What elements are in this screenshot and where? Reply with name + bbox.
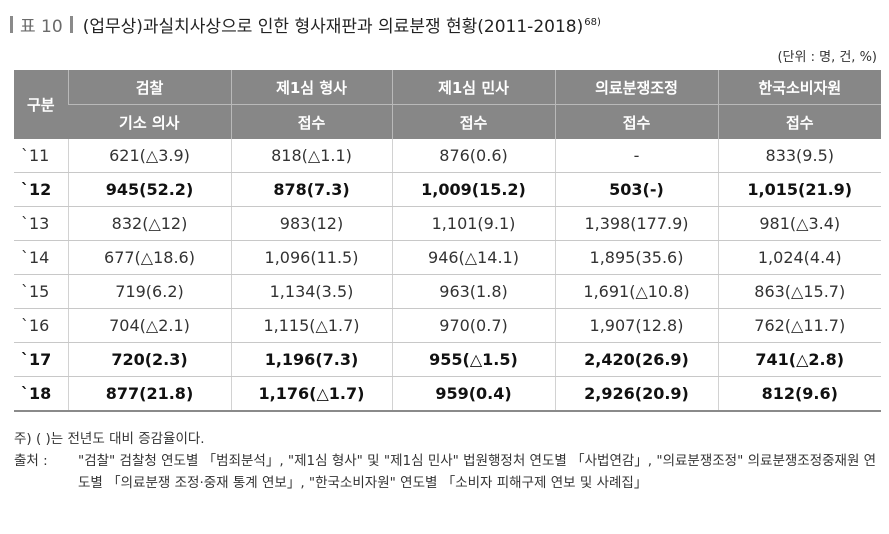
table-number-tag: 표 10 (10, 12, 73, 37)
prosecution-cell: 720(2.3) (67, 342, 231, 377)
table-body: `11 621(△3.9) 818(△1.1) 876(0.6) - 833(9… (14, 139, 881, 412)
civil-trial-cell: 876(0.6) (391, 139, 555, 173)
header-group-mediation: 의료분쟁조정 (554, 70, 718, 105)
mediation-cell: 503(-) (554, 172, 718, 207)
prosecution-cell: 677(△18.6) (67, 240, 231, 275)
table-row: `16 704(△2.1) 1,115(△1.7) 970(0.7) 1,907… (14, 308, 881, 343)
prosecution-cell: 719(6.2) (67, 274, 231, 309)
table-row: `14 677(△18.6) 1,096(11.5) 946(△14.1) 1,… (14, 240, 881, 275)
title-footnote-mark: 68) (584, 16, 601, 28)
table-row: `18 877(21.8) 1,176(△1.7) 959(0.4) 2,926… (14, 376, 881, 412)
source-text: "검찰" 검찰청 연도별 「범죄분석」, "제1심 형사" 및 "제1심 민사"… (78, 453, 877, 491)
header-group-criminal-trial: 제1심 형사 (230, 70, 392, 105)
year-cell: `16 (14, 308, 68, 343)
header-group-consumer-agency: 한국소비자원 (717, 70, 881, 105)
consumer-agency-cell: 741(△2.8) (717, 342, 881, 377)
criminal-trial-cell: 983(12) (230, 206, 392, 241)
table-title: 표 10 (업무상)과실치사상으로 인한 형사재판과 의료분쟁 현황(2011-… (10, 10, 601, 38)
unit-label: (단위 : 명, 건, %) (777, 50, 877, 65)
year-cell: `14 (14, 240, 68, 275)
header-group-civil-trial: 제1심 민사 (391, 70, 555, 105)
tag-bar-right (69, 15, 73, 33)
mediation-cell: 1,907(12.8) (554, 308, 718, 343)
year-cell: `13 (14, 206, 68, 241)
prosecution-cell: 704(△2.1) (67, 308, 231, 343)
table-row: `15 719(6.2) 1,134(3.5) 963(1.8) 1,691(△… (14, 274, 881, 309)
mediation-cell: 1,398(177.9) (554, 206, 718, 241)
prosecution-cell: 832(△12) (67, 206, 231, 241)
subheader-consumer-agency: 접수 (717, 104, 881, 139)
criminal-trial-cell: 1,115(△1.7) (230, 308, 392, 343)
prosecution-cell: 877(21.8) (67, 376, 231, 412)
table-row: `17 720(2.3) 1,196(7.3) 955(△1.5) 2,420(… (14, 342, 881, 377)
source-line: 출처 : "검찰" 검찰청 연도별 「범죄분석」, "제1심 형사" 및 "제1… (14, 450, 882, 494)
note-line: 주) ( )는 전년도 대비 증감율이다. (14, 428, 882, 450)
year-cell: `11 (14, 139, 68, 173)
table-header: 구분 검찰 제1심 형사 제1심 민사 의료분쟁조정 한국소비자원 기소 의사 … (14, 70, 881, 139)
civil-trial-cell: 1,009(15.2) (391, 172, 555, 207)
criminal-trial-cell: 818(△1.1) (230, 139, 392, 173)
civil-trial-cell: 955(△1.5) (391, 342, 555, 377)
header-row-groups: 구분 검찰 제1심 형사 제1심 민사 의료분쟁조정 한국소비자원 (14, 70, 881, 139)
consumer-agency-cell: 863(△15.7) (717, 274, 881, 309)
year-cell: `15 (14, 274, 68, 309)
title-text: (업무상)과실치사상으로 인한 형사재판과 의료분쟁 현황(2011-2018) (82, 16, 584, 37)
tag-bar-left (10, 15, 13, 33)
table-notes: 주) ( )는 전년도 대비 증감율이다. 출처 : "검찰" 검찰청 연도별 … (14, 428, 882, 494)
criminal-trial-cell: 1,096(11.5) (230, 240, 392, 275)
mediation-cell: 1,895(35.6) (554, 240, 718, 275)
civil-trial-cell: 946(△14.1) (391, 240, 555, 275)
consumer-agency-cell: 812(9.6) (717, 376, 881, 412)
subheader-criminal-trial: 접수 (230, 104, 392, 139)
civil-trial-cell: 970(0.7) (391, 308, 555, 343)
source-label: 출처 : (14, 453, 48, 469)
civil-trial-cell: 963(1.8) (391, 274, 555, 309)
table-number: 표 10 (20, 16, 63, 37)
header-group-prosecution: 검찰 (67, 70, 231, 105)
mediation-cell: 2,926(20.9) (554, 376, 718, 412)
header-row-sub: 기소 의사 접수 접수 접수 접수 (14, 104, 881, 139)
consumer-agency-cell: 1,015(21.9) (717, 172, 881, 207)
criminal-trial-cell: 878(7.3) (230, 172, 392, 207)
civil-trial-cell: 1,101(9.1) (391, 206, 555, 241)
criminal-trial-cell: 1,134(3.5) (230, 274, 392, 309)
statistics-table: 구분 검찰 제1심 형사 제1심 민사 의료분쟁조정 한국소비자원 기소 의사 … (14, 70, 881, 412)
prosecution-cell: 945(52.2) (67, 172, 231, 207)
table-row: `11 621(△3.9) 818(△1.1) 876(0.6) - 833(9… (14, 139, 881, 173)
subheader-mediation: 접수 (554, 104, 718, 139)
mediation-cell: 1,691(△10.8) (554, 274, 718, 309)
table-row: `12 945(52.2) 878(7.3) 1,009(15.2) 503(-… (14, 172, 881, 207)
note-text: 주) ( )는 전년도 대비 증감율이다. (14, 431, 205, 447)
mediation-cell: 2,420(26.9) (554, 342, 718, 377)
table-row: `13 832(△12) 983(12) 1,101(9.1) 1,398(17… (14, 206, 881, 241)
subheader-civil-trial: 접수 (391, 104, 555, 139)
criminal-trial-cell: 1,196(7.3) (230, 342, 392, 377)
header-corner: 구분 (14, 70, 68, 139)
year-cell: `12 (14, 172, 68, 207)
consumer-agency-cell: 833(9.5) (717, 139, 881, 173)
consumer-agency-cell: 762(△11.7) (717, 308, 881, 343)
criminal-trial-cell: 1,176(△1.7) (230, 376, 392, 412)
year-cell: `17 (14, 342, 68, 377)
mediation-cell: - (554, 139, 718, 173)
subheader-prosecution: 기소 의사 (68, 104, 231, 139)
consumer-agency-cell: 1,024(4.4) (717, 240, 881, 275)
title-text-wrap: (업무상)과실치사상으로 인한 형사재판과 의료분쟁 현황(2011-2018)… (83, 12, 601, 37)
consumer-agency-cell: 981(△3.4) (717, 206, 881, 241)
civil-trial-cell: 959(0.4) (391, 376, 555, 412)
prosecution-cell: 621(△3.9) (67, 139, 231, 173)
year-cell: `18 (14, 376, 68, 412)
